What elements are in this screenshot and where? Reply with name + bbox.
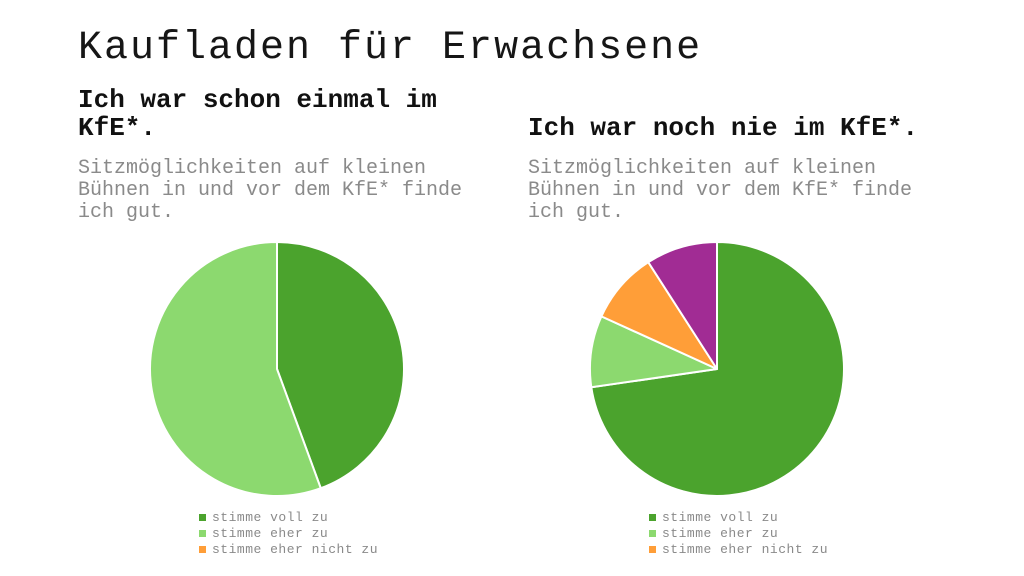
legend-label: stimme eher zu [212,525,329,541]
slide-title: Kaufladen für Erwachsene [78,26,703,71]
legend-item: stimme eher zu [199,525,378,541]
legend-label: stimme eher nicht zu [662,541,829,557]
legend-label: stimme eher nicht zu [212,541,379,557]
pie-chart-right [588,241,845,497]
pie-slice [647,241,718,370]
legend-label: stimme voll zu [662,509,779,525]
legend-swatch-icon [199,545,206,553]
legend-label: stimme eher zu [662,525,779,541]
pie-slice [149,241,322,497]
legend-label: stimme voll zu [212,509,329,525]
chart-left-title: Ich war schon einmal im KfE*. [78,85,437,143]
legend-swatch-icon [199,529,206,537]
pie-chart-left [149,241,405,497]
pie-slice [276,241,405,490]
legend-swatch-icon [649,513,656,521]
chart-right-title: Ich war noch nie im KfE*. [528,113,919,143]
legend-swatch-icon [649,545,656,553]
legend-item: stimme eher nicht zu [649,541,828,557]
legend-item: stimme eher nicht zu [199,541,378,557]
legend-left: stimme voll zu stimme eher zu stimme eher … [199,509,378,557]
chart-right-subtitle: Sitzmöglichkeiten auf kleinen Bühnen in … [528,157,913,224]
legend-right: stimme voll zu stimme eher zu stimme eher … [649,509,828,557]
legend-swatch-icon [199,513,206,521]
legend-swatch-icon [649,529,656,537]
legend-item: stimme eher zu [649,525,828,541]
chart-left-subtitle: Sitzmöglichkeiten auf kleinen Bühnen in … [78,157,463,224]
legend-item: stimme voll zu [649,509,828,525]
legend-item: stimme voll zu [199,509,378,525]
